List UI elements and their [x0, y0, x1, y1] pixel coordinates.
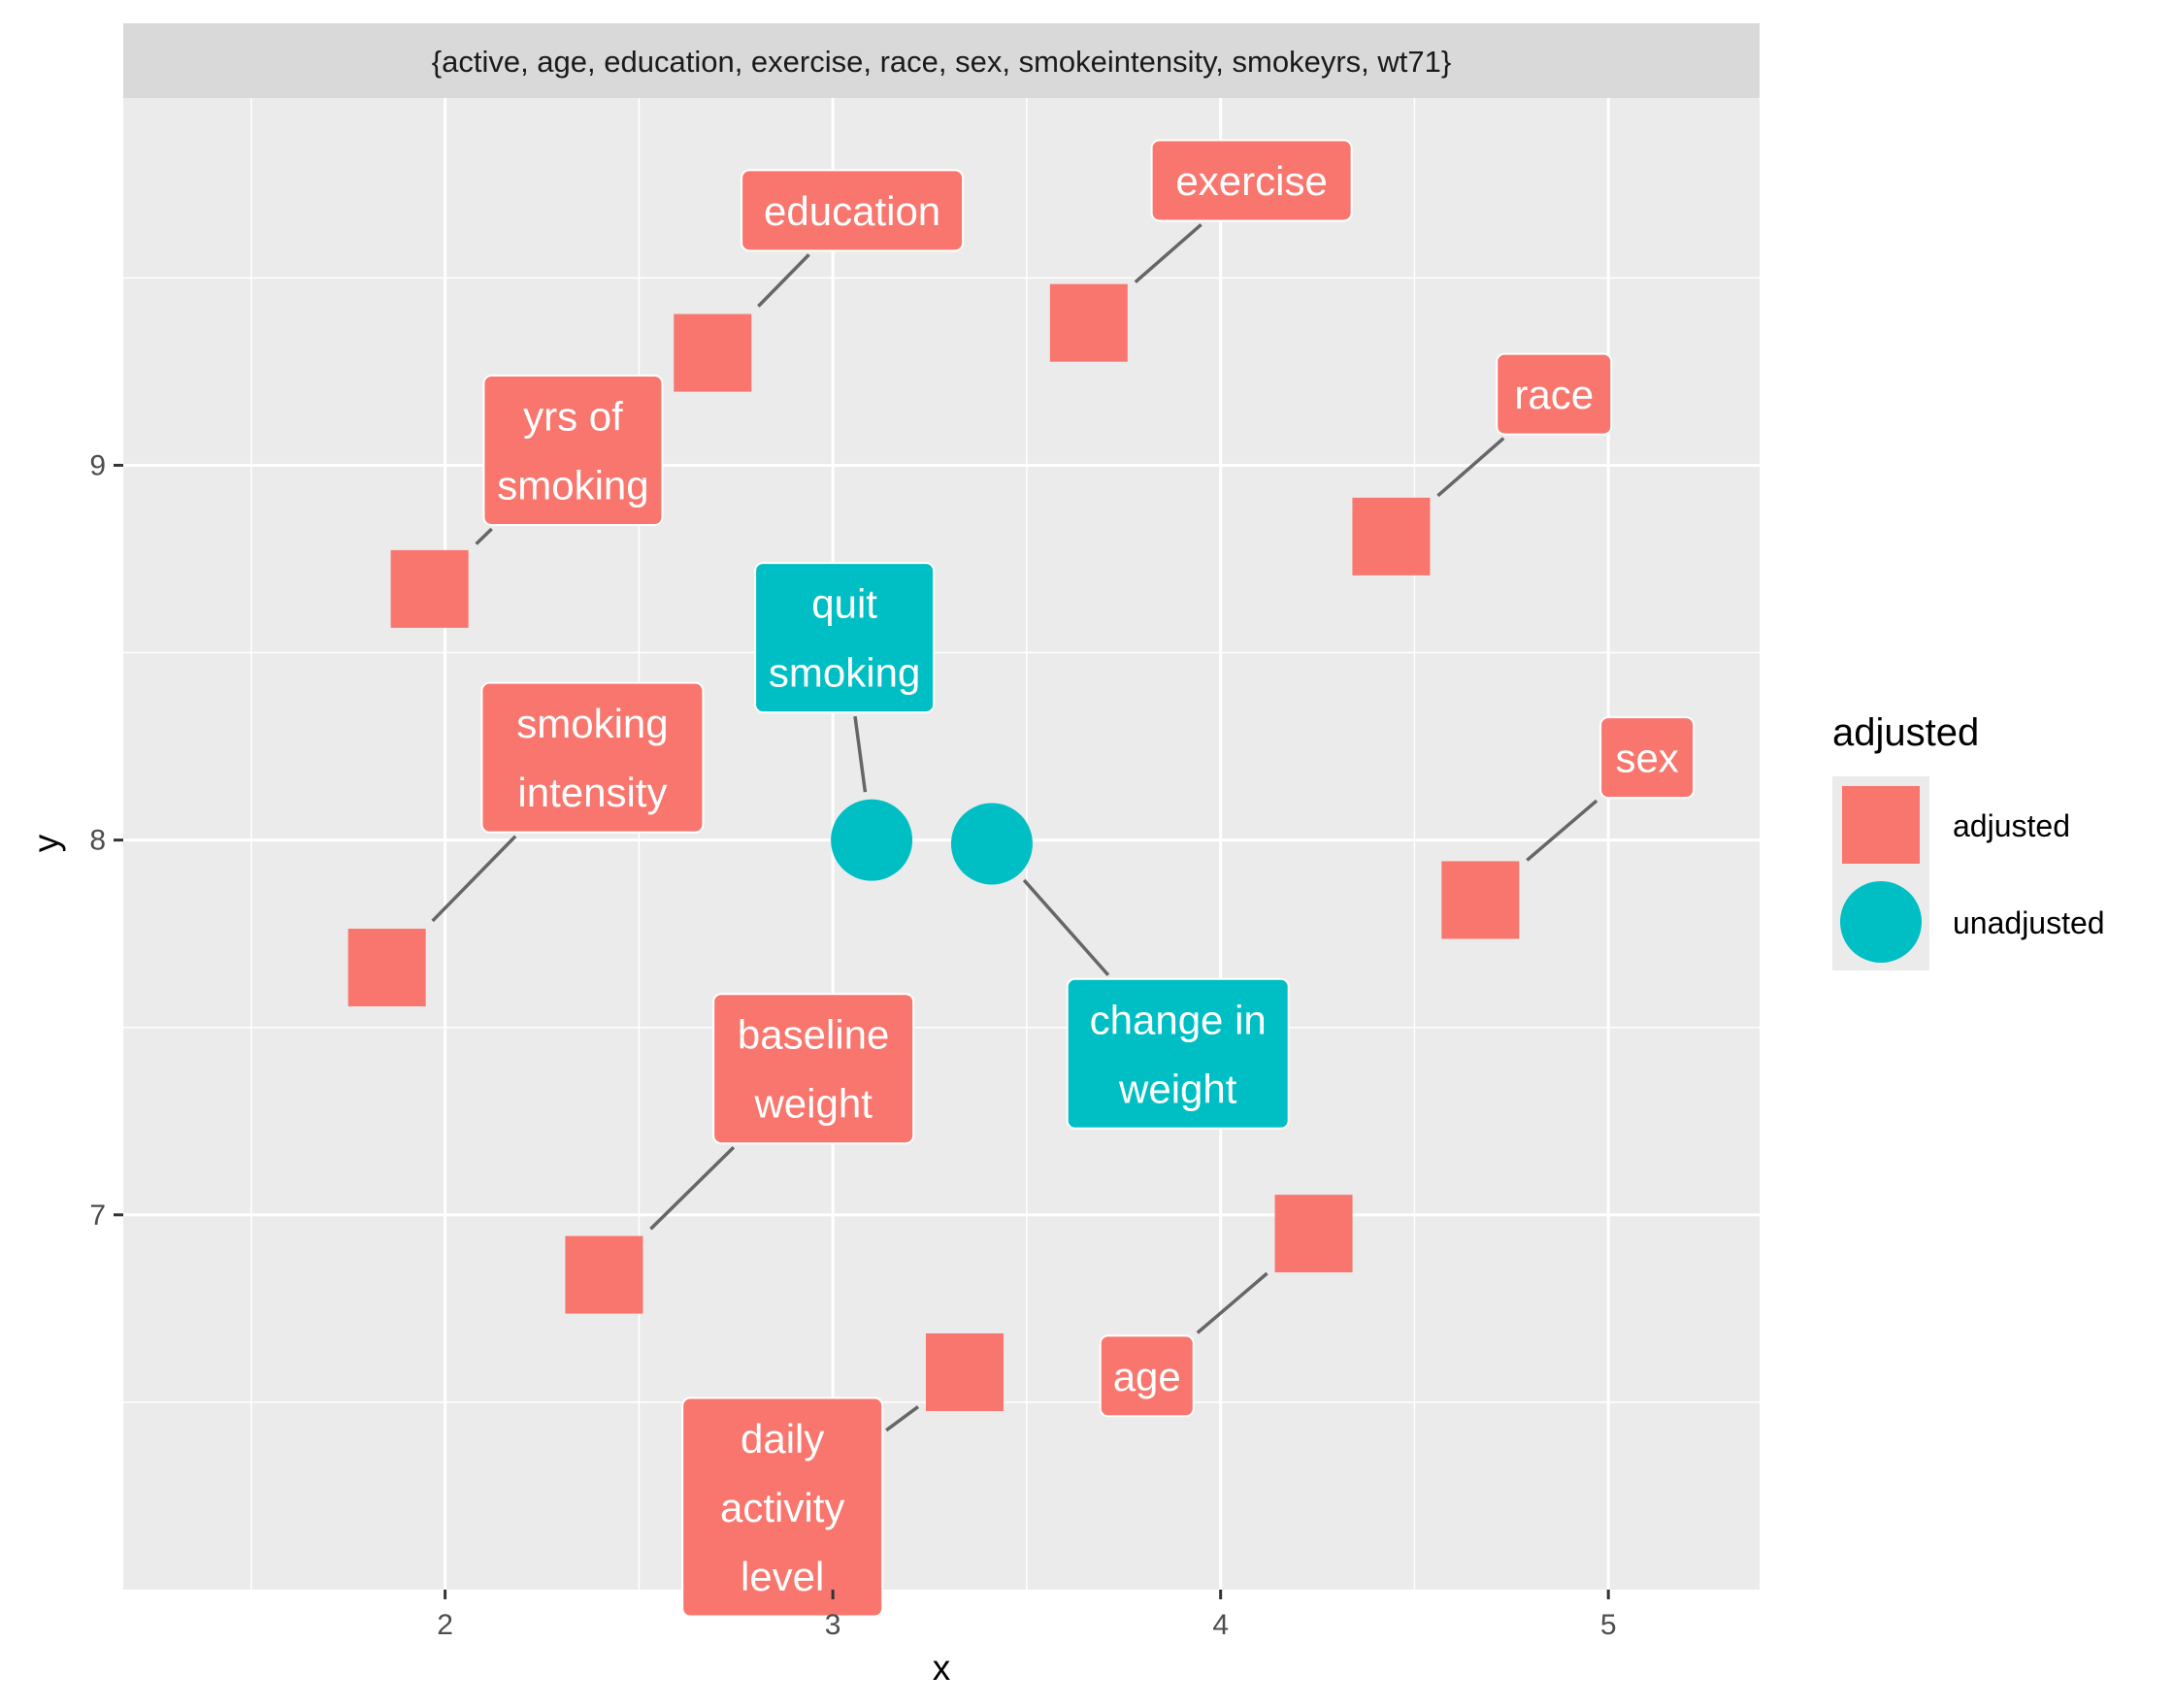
point-label-text: education: [764, 188, 940, 234]
point-label-text: race: [1514, 372, 1594, 417]
point-label-box: [480, 681, 705, 834]
label-connector: [1134, 223, 1202, 284]
point-label-text: exercise: [1175, 158, 1327, 204]
point-label-text: age: [1113, 1354, 1181, 1399]
x-axis-title: x: [933, 1648, 951, 1688]
label-connector: [1436, 437, 1505, 498]
point-label-text: yrs of smoking: [497, 394, 648, 509]
legend-title: adjusted: [1832, 711, 1979, 754]
adjusted-square-marker: [565, 1235, 643, 1314]
point-labels: education exercise race yrs of smoking quit sm…: [480, 139, 1696, 1618]
label-connectors: [431, 223, 1598, 1432]
x-tick-label: 2: [437, 1609, 453, 1641]
legend-key-unadjusted-circle: [1840, 881, 1922, 963]
label-connector: [1526, 799, 1598, 862]
point-label-box: [754, 562, 936, 714]
label-connector: [1196, 1271, 1268, 1334]
point-label-text: sex: [1615, 736, 1678, 781]
y-tick-label: 8: [89, 825, 106, 857]
point-label-box: [1150, 139, 1353, 222]
adjusted-square-marker: [1049, 283, 1128, 362]
y-tick-label: 7: [89, 1199, 106, 1232]
label-connector: [885, 1405, 920, 1432]
point-label-text: quit smoking: [769, 581, 920, 696]
data-points: [347, 283, 1520, 1412]
adjusted-square-marker: [1441, 861, 1520, 939]
axis-ticks: 2 3 4 5 7 8 9: [89, 449, 1616, 1641]
x-tick-label: 4: [1212, 1609, 1229, 1641]
legend-key-adjusted-square: [1842, 786, 1920, 864]
legend: adjusted adjusted unadjusted: [1832, 711, 2105, 970]
facet-strip: [123, 23, 1760, 98]
facet-strip-title: {active, age, education, exercise, race,…: [432, 45, 1451, 79]
point-label-box: [1099, 1334, 1195, 1418]
adjusted-square-marker: [925, 1333, 1004, 1412]
point-label-text: daily activity level: [720, 1416, 844, 1599]
x-tick-label: 3: [825, 1609, 841, 1641]
label-connector: [1022, 878, 1110, 976]
adjusted-square-marker: [390, 549, 469, 628]
point-label-box: [1599, 716, 1696, 800]
label-connector: [475, 527, 493, 545]
point-label-text: change in weight: [1090, 997, 1267, 1111]
point-label-box: [712, 993, 915, 1145]
point-label-box: [1066, 977, 1290, 1130]
point-label-text: baseline weight: [738, 1012, 889, 1127]
legend-label-adjusted: adjusted: [1953, 808, 2070, 843]
point-label-box: [681, 1396, 884, 1618]
label-connector: [853, 715, 868, 793]
y-axis-title: y: [26, 834, 66, 852]
unadjusted-circle-marker: [831, 799, 913, 881]
x-tick-label: 5: [1600, 1609, 1617, 1641]
label-connector: [649, 1145, 736, 1231]
label-connector: [431, 835, 517, 923]
adjusted-square-marker: [347, 928, 426, 1006]
point-label-box: [741, 169, 965, 252]
unadjusted-circle-marker: [950, 803, 1033, 885]
point-label-text: smoking intensity: [516, 701, 668, 815]
adjusted-square-marker: [1274, 1195, 1353, 1273]
point-label-box: [482, 375, 664, 527]
legend-label-unadjusted: unadjusted: [1953, 905, 2105, 940]
point-label-box: [1496, 352, 1613, 436]
y-tick-label: 9: [89, 449, 106, 481]
adjusted-square-marker: [674, 313, 752, 392]
adjusted-square-marker: [1352, 497, 1431, 575]
label-connector: [757, 253, 810, 308]
